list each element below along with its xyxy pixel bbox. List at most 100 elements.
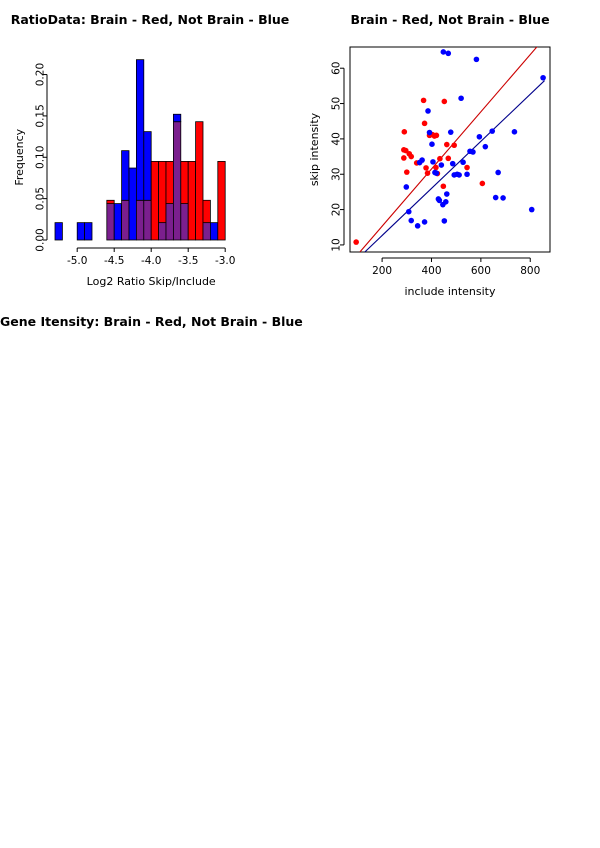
histogram-bar — [143, 131, 152, 201]
scatter-point — [426, 129, 433, 136]
scatter-point — [443, 199, 449, 205]
scatter-point — [433, 170, 440, 176]
scatter-point — [540, 74, 546, 81]
gene-intensity-histogram-panel: Gene Itensity: Brain - Red, Not Brain - … — [0, 300, 303, 600]
ratio-histogram-title: RatioData: Brain - Red, Not Brain - Blue — [10, 12, 290, 27]
scatter-point — [440, 183, 447, 190]
scatter-point — [405, 208, 412, 215]
scatter-point — [421, 219, 428, 225]
scatter-point — [492, 194, 499, 201]
histogram-bar-overlap — [143, 199, 152, 241]
scatter-point — [451, 142, 457, 149]
y-axis-label: Frequency — [13, 128, 26, 185]
x-tick-label: 600 — [471, 265, 491, 277]
scatter-content — [353, 47, 546, 252]
scatter-point — [401, 155, 407, 161]
x-axis: -5.0 -4.5 -4.0 -3.5 -3.0 — [67, 247, 236, 267]
histogram-bar — [217, 161, 226, 241]
intensity-scatter-panel: Brain - Red, Not Brain - Blue 200 400 600 8… — [300, 0, 600, 300]
y-tick-label: 10 — [331, 238, 343, 251]
scatter-point — [500, 195, 506, 201]
scatter-point — [528, 206, 535, 213]
histogram-bar — [158, 161, 167, 224]
regression-line — [364, 80, 545, 252]
scatter-point — [470, 149, 476, 155]
scatter-point — [458, 95, 464, 102]
y-axis-label: skip intensity — [308, 112, 321, 186]
y-axis: 0.00 0.05 0.10 0.15 0.20 — [35, 63, 48, 252]
y-tick-label: 0.20 — [35, 63, 47, 86]
histogram-bar — [187, 161, 196, 241]
scatter-point — [433, 164, 439, 171]
x-axis-label: Log2 Ratio Skip/Include — [87, 275, 216, 288]
histogram-bar-overlap — [172, 121, 182, 241]
info-panel-container: G7088190@J937009@j_at altTxStart Brap ch… — [300, 300, 600, 600]
scatter-point — [479, 180, 486, 187]
scatter-point — [433, 132, 440, 139]
histogram-bar — [76, 222, 85, 241]
scatter-point — [430, 159, 436, 165]
gene-intensity-histogram-plot: 1020304050600.000.050.100.15IntensityFre… — [0, 300, 300, 600]
y-tick-label: 50 — [331, 97, 343, 110]
x-tick-label: 200 — [372, 265, 392, 277]
x-axis-label: include intensity — [404, 285, 496, 298]
histogram-bar-overlap — [135, 199, 145, 241]
histogram-bar — [209, 222, 219, 241]
scatter-point — [421, 120, 428, 127]
scatter-point — [464, 164, 470, 171]
histogram-bar-overlap — [121, 199, 130, 241]
scatter-point — [438, 162, 445, 168]
histogram-bars — [54, 59, 226, 241]
histogram-bar-overlap — [158, 222, 167, 241]
scatter-point — [429, 141, 435, 147]
y-tick-label: 0.05 — [35, 187, 47, 210]
y-axis: 10 20 30 40 50 60 — [331, 62, 345, 252]
scatter-point — [403, 169, 410, 175]
ratio-histogram-plot: -5.0 -4.5 -4.0 -3.5 -3.0 0.00 0.05 0.10 0.15 0.20… — [13, 59, 236, 288]
scatter-point — [440, 49, 447, 55]
regression-line — [359, 47, 538, 252]
scatter-point — [419, 157, 425, 163]
scatter-point — [408, 153, 415, 160]
x-tick-label: -4.0 — [141, 255, 162, 267]
histogram-bar-overlap — [202, 222, 211, 241]
histogram-bar — [180, 161, 189, 204]
intensity-scatter-title: Brain - Red, Not Brain - Blue — [350, 12, 550, 27]
scatter-point — [420, 97, 427, 104]
scatter-point — [403, 184, 410, 190]
histogram-bar — [84, 222, 93, 241]
scatter-point — [445, 155, 452, 162]
y-tick-label: 20 — [331, 203, 343, 216]
scatter-point — [443, 141, 450, 148]
scatter-point — [423, 165, 429, 171]
scatter-point — [443, 191, 450, 197]
histogram-bar — [195, 121, 204, 241]
histogram-bar — [150, 161, 159, 241]
scatter-point — [441, 98, 448, 105]
histogram-bar-overlap — [165, 203, 174, 241]
scatter-point — [447, 129, 454, 135]
histogram-bar — [202, 199, 211, 224]
scatter-point — [425, 108, 431, 114]
histogram-bar — [165, 161, 174, 204]
scatter-point — [441, 218, 448, 224]
x-tick-label: -3.5 — [178, 255, 199, 267]
scatter-point — [414, 223, 421, 229]
y-tick-label: 40 — [331, 132, 343, 145]
y-tick-label: 30 — [331, 168, 343, 181]
x-tick-label: 400 — [421, 265, 441, 277]
scatter-point — [476, 133, 483, 140]
scatter-point — [456, 172, 462, 178]
scatter-point — [424, 170, 431, 176]
x-tick-label: -3.0 — [215, 255, 236, 267]
x-tick-label: 800 — [520, 265, 540, 277]
scatter-point — [401, 129, 408, 135]
scatter-point — [408, 217, 415, 224]
gene-intensity-histogram-title: Gene Itensity: Brain - Red, Not Brain - … — [0, 314, 303, 329]
x-tick-label: -4.5 — [104, 255, 125, 267]
scatter-point — [489, 128, 496, 134]
y-tick-label: 0.10 — [35, 146, 47, 169]
x-axis: 200 400 600 800 — [372, 257, 540, 277]
y-tick-label: 0.00 — [35, 228, 47, 251]
histogram-bar — [54, 222, 63, 241]
